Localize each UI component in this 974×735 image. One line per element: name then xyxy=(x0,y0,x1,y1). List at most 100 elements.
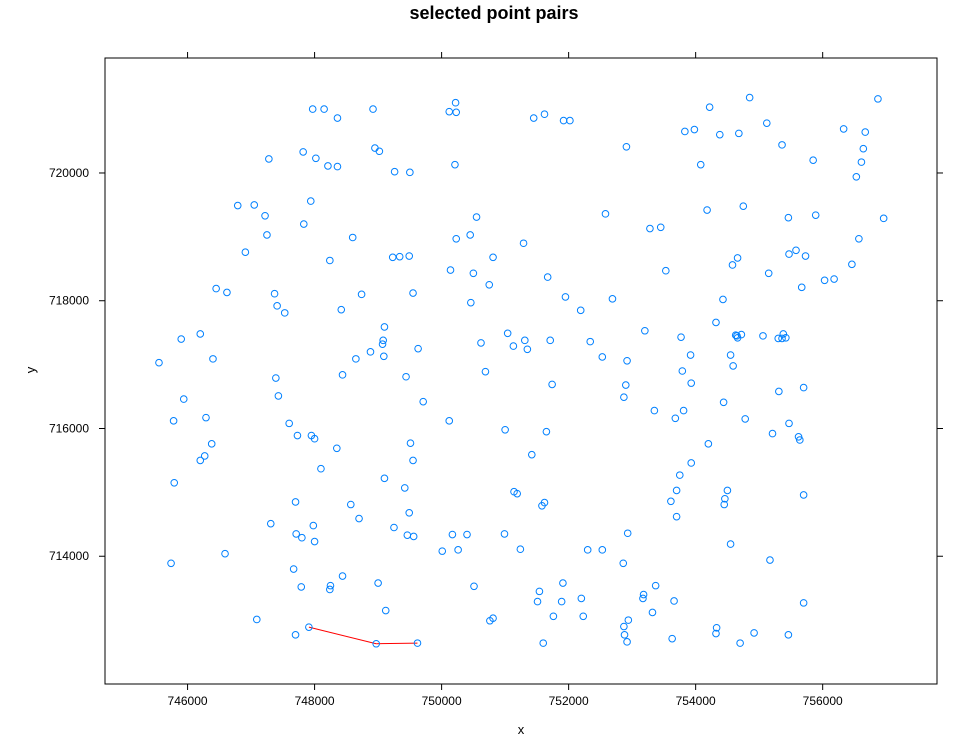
data-point xyxy=(380,474,389,483)
pair-endpoint xyxy=(372,639,380,648)
data-point xyxy=(481,367,490,376)
data-point xyxy=(390,523,398,532)
data-point xyxy=(671,414,680,423)
data-point xyxy=(726,540,735,548)
data-point xyxy=(270,289,279,298)
data-point xyxy=(705,103,714,111)
data-point xyxy=(406,168,414,177)
data-point xyxy=(310,537,319,546)
data-point xyxy=(598,353,607,361)
data-point xyxy=(485,280,494,289)
data-point xyxy=(687,459,696,467)
data-point xyxy=(648,608,657,617)
data-point xyxy=(639,590,648,599)
data-point xyxy=(406,439,415,447)
data-point xyxy=(601,210,610,218)
x-tick-label: 746000 xyxy=(168,694,208,708)
data-point xyxy=(403,531,412,539)
data-point xyxy=(298,533,306,542)
data-point xyxy=(266,519,275,528)
data-point xyxy=(346,500,355,509)
data-point xyxy=(523,345,532,354)
x-tick-label: 756000 xyxy=(803,694,843,708)
data-point xyxy=(782,333,790,342)
data-point xyxy=(620,631,629,639)
data-point xyxy=(212,284,220,293)
data-point xyxy=(879,214,888,223)
data-point xyxy=(285,419,293,428)
data-point xyxy=(726,351,735,359)
data-point xyxy=(223,288,231,297)
data-point xyxy=(250,201,259,209)
data-point xyxy=(445,417,454,425)
data-point xyxy=(513,489,521,498)
data-point xyxy=(445,107,454,116)
x-tick-label: 754000 xyxy=(676,694,716,708)
data-point xyxy=(533,597,542,606)
data-point xyxy=(196,456,205,465)
data-point xyxy=(378,340,387,348)
data-point xyxy=(662,266,670,275)
data-point xyxy=(733,332,741,340)
data-point xyxy=(696,160,705,169)
data-point xyxy=(252,615,261,624)
data-point xyxy=(374,579,382,587)
data-point xyxy=(414,344,422,353)
data-point xyxy=(712,623,721,632)
data-point xyxy=(670,597,678,605)
data-point xyxy=(293,431,302,440)
data-point xyxy=(728,261,737,269)
data-point xyxy=(861,128,870,136)
data-point xyxy=(470,582,478,591)
x-tick-label: 752000 xyxy=(549,694,589,708)
data-point xyxy=(540,110,549,119)
y-axis: 714000 716000 718000 720000 xyxy=(49,166,943,563)
data-point xyxy=(261,211,269,220)
data-point xyxy=(395,252,404,261)
data-point xyxy=(646,224,654,233)
data-point xyxy=(796,436,804,444)
data-point xyxy=(516,545,525,554)
data-point xyxy=(621,381,630,389)
data-point xyxy=(390,167,399,176)
data-point xyxy=(338,371,347,379)
data-point xyxy=(202,413,210,422)
data-point xyxy=(830,275,838,283)
data-point xyxy=(333,444,341,453)
data-point xyxy=(687,379,696,387)
data-point xyxy=(622,142,631,151)
data-point xyxy=(549,612,558,621)
data-point xyxy=(409,456,417,465)
data-point xyxy=(467,298,475,307)
data-point xyxy=(703,206,711,214)
data-point xyxy=(312,154,320,163)
data-point xyxy=(297,583,306,591)
data-point xyxy=(306,197,315,205)
data-point xyxy=(719,398,728,407)
data-point xyxy=(566,116,574,125)
data-point xyxy=(672,512,681,521)
data-point xyxy=(500,530,509,538)
pair-endpoint xyxy=(413,639,422,647)
data-point xyxy=(209,355,217,363)
data-point xyxy=(623,638,631,646)
data-point xyxy=(405,252,414,260)
data-point xyxy=(452,234,461,243)
data-point xyxy=(448,530,457,539)
data-point xyxy=(177,335,186,343)
data-point xyxy=(221,549,229,558)
data-point xyxy=(768,429,777,438)
x-axis: 746000 748000 750000 752000 754000 756000 xyxy=(168,52,843,708)
y-tick-label: 714000 xyxy=(49,549,89,563)
data-point xyxy=(667,497,675,506)
pair-line xyxy=(376,642,418,645)
data-point xyxy=(446,266,455,274)
data-point xyxy=(745,93,754,102)
data-point xyxy=(542,427,551,436)
data-point xyxy=(463,530,471,539)
data-point xyxy=(179,395,188,403)
data-point xyxy=(583,546,592,554)
data-point xyxy=(848,260,856,269)
data-point xyxy=(704,440,713,448)
